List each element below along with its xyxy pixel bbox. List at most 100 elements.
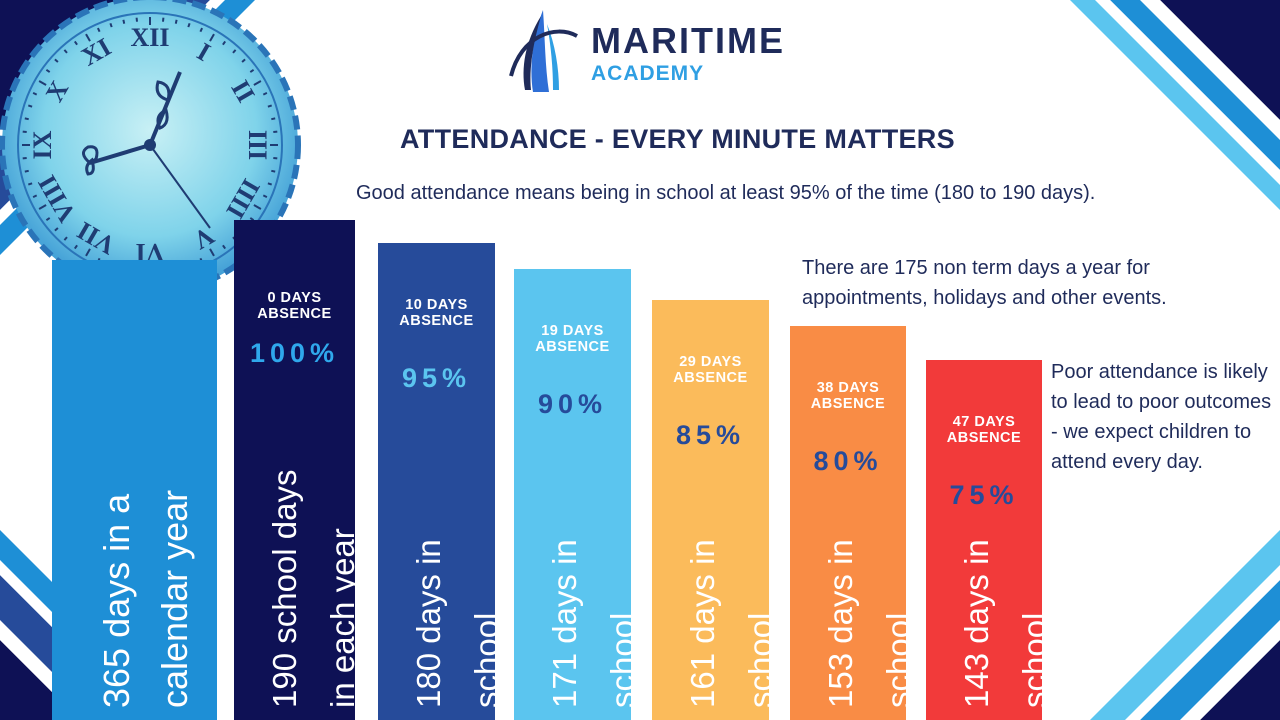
clock-tick — [54, 227, 59, 232]
clock-tick — [38, 80, 47, 86]
clock-tick — [96, 27, 101, 33]
bar-label-line-1: 365 days in a — [96, 493, 137, 708]
clock-tick — [222, 244, 227, 250]
clock-tick — [253, 204, 262, 210]
stripe-tr-5 — [1070, 0, 1280, 210]
clock-tick — [24, 117, 29, 121]
clock-tick — [249, 68, 255, 73]
logo-title: MARITIME — [591, 20, 785, 61]
maritime-academy-logo: MARITIME ACADEMY — [503, 6, 803, 96]
clock-tick — [85, 33, 91, 42]
bar-label: 190 school days in each year — [256, 470, 372, 709]
bar-label: 171 days in school — [536, 539, 652, 708]
clock-tick — [109, 22, 113, 28]
attendance-percent: 85% — [675, 420, 746, 450]
bar-180: 10 DAYS ABSENCE 95% 180 days in school — [378, 243, 505, 720]
bar-label-line-2: school — [880, 612, 917, 708]
clock-hour-hand — [89, 143, 151, 165]
clock-numeral: IX — [28, 130, 57, 159]
absence-label: 19 DAYS ABSENCE — [535, 323, 610, 355]
clock-tick — [174, 19, 178, 24]
clock-tick — [187, 22, 191, 28]
clock-tick — [209, 248, 215, 257]
clock-tick — [267, 104, 273, 108]
clock-tick — [262, 194, 268, 199]
bar-label: 143 days in school — [948, 539, 1064, 708]
clock-minute-hand — [148, 71, 182, 146]
non-term-days-note: There are 175 non term days a year for a… — [802, 257, 1167, 309]
clock-tick — [253, 80, 262, 86]
clock-tick — [232, 49, 237, 54]
clock-tick — [249, 217, 255, 222]
bar-label-line-1: 171 days in — [546, 539, 583, 708]
bar-label-line-2: school — [742, 612, 779, 708]
bar-label-line-1: 161 days in — [684, 539, 721, 708]
clock-tick — [209, 33, 215, 42]
bar-label-line-2: school — [468, 612, 505, 708]
clock-tick — [73, 244, 78, 250]
attendance-percent: 75% — [949, 480, 1019, 510]
bar-label: 180 days in school — [400, 539, 516, 708]
clock-tick — [267, 182, 273, 186]
bar-label-line-2: school — [604, 612, 641, 708]
attendance-percent: 95% — [401, 363, 472, 393]
bar-label-line-1: 180 days in — [410, 539, 447, 708]
clock-tick — [27, 182, 33, 186]
bar-label-line-1: 153 days in — [822, 539, 859, 708]
bar-label: 161 days in school — [674, 539, 790, 708]
clock-minute-hand-ornament — [155, 80, 171, 130]
clock-tick — [32, 194, 38, 199]
attendance-percent: 80% — [813, 446, 883, 476]
clock-tick — [85, 248, 91, 257]
clock-tick — [63, 49, 68, 54]
clock-tick — [271, 169, 276, 173]
bar-label-line-2: in each year — [324, 528, 361, 708]
clock-numeral: III — [243, 130, 272, 160]
page-title: ATTENDANCE - EVERY MINUTE MATTERS — [400, 124, 955, 154]
stripe-br-5 — [1090, 530, 1280, 720]
bar-label: 365 days in a calendar year — [88, 490, 204, 708]
clock-tick — [27, 104, 33, 108]
clock-tick — [222, 40, 227, 46]
clock-tick — [199, 27, 204, 33]
absence-label: 38 DAYS ABSENCE — [810, 380, 886, 412]
sail-icon — [509, 10, 578, 92]
bar-label-line-2: school — [1016, 612, 1053, 708]
bar-190: 0 DAYS ABSENCE 100% 190 school days in each… — [234, 220, 361, 720]
attendance-percent: 100% — [249, 338, 340, 368]
clock-tick — [38, 204, 47, 210]
bar-161: 29 DAYS ABSENCE 85% 161 days in school — [652, 300, 779, 720]
clock-tick — [32, 91, 38, 96]
attendance-percent: 90% — [537, 389, 608, 419]
clock-tick — [54, 58, 59, 63]
bar-365: 365 days in a calendar year — [52, 260, 217, 720]
poor-attendance-note: Poor attendance is likely to lead to poo… — [1051, 361, 1272, 473]
clock-numeral: XII — [130, 23, 169, 52]
clock-tick — [63, 236, 68, 241]
bar-153: 38 DAYS ABSENCE 80% 153 days in school — [790, 326, 917, 720]
absence-label: 10 DAYS ABSENCE — [399, 297, 474, 329]
clock-tick — [122, 19, 126, 24]
bar-label-line-1: 143 days in — [958, 539, 995, 708]
absence-label: 47 DAYS ABSENCE — [946, 414, 1022, 446]
clock-tick — [45, 68, 51, 73]
clock-tick — [262, 91, 268, 96]
absence-label: 29 DAYS ABSENCE — [673, 354, 748, 386]
clock-tick — [24, 169, 29, 173]
clock-tick — [45, 217, 51, 222]
bar-143: 47 DAYS ABSENCE 75% 143 days in school — [926, 360, 1053, 720]
clock-hour-hand-ornament — [82, 145, 99, 176]
clock-second-hand — [149, 144, 211, 229]
bar-171: 19 DAYS ABSENCE 90% 171 days in school — [514, 269, 641, 720]
bar-label: 153 days in school — [812, 539, 928, 708]
bar-label-line-1: 190 school days — [266, 469, 303, 709]
clock-tick — [271, 117, 276, 121]
clock-tick — [241, 58, 246, 63]
logo-subtitle: ACADEMY — [591, 62, 705, 85]
clock-tick — [73, 40, 78, 46]
bar-label-line-2: calendar year — [154, 489, 195, 708]
absence-label: 0 DAYS ABSENCE — [257, 290, 332, 322]
good-attendance-text: Good attendance means being in school at… — [356, 182, 1096, 204]
